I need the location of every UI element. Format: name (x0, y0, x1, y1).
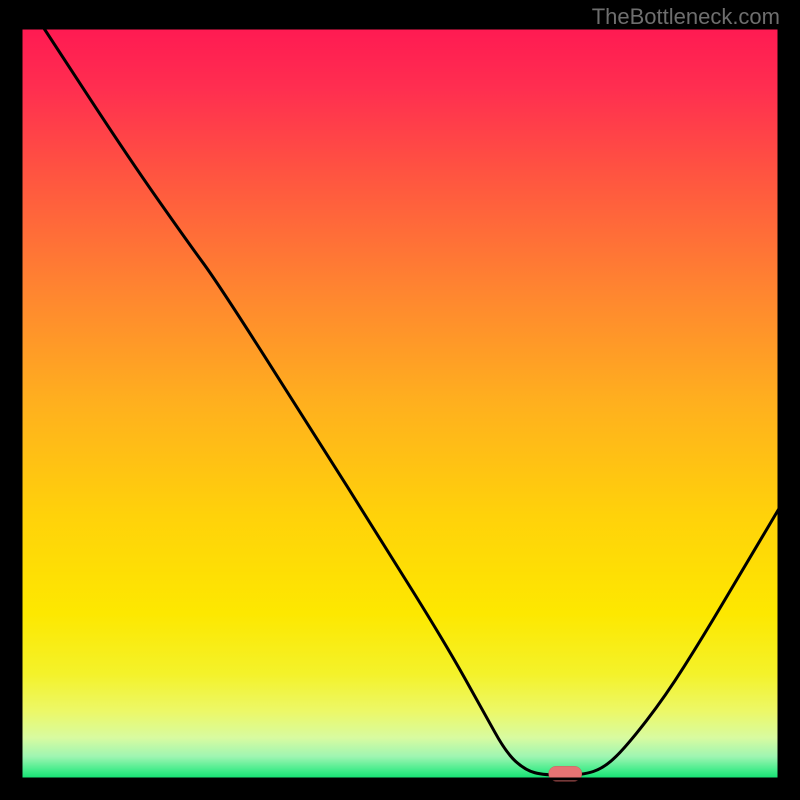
plot-area (21, 28, 779, 779)
bottleneck-chart (0, 0, 800, 800)
chart-container: TheBottleneck.com (0, 0, 800, 800)
watermark-text: TheBottleneck.com (592, 4, 780, 30)
